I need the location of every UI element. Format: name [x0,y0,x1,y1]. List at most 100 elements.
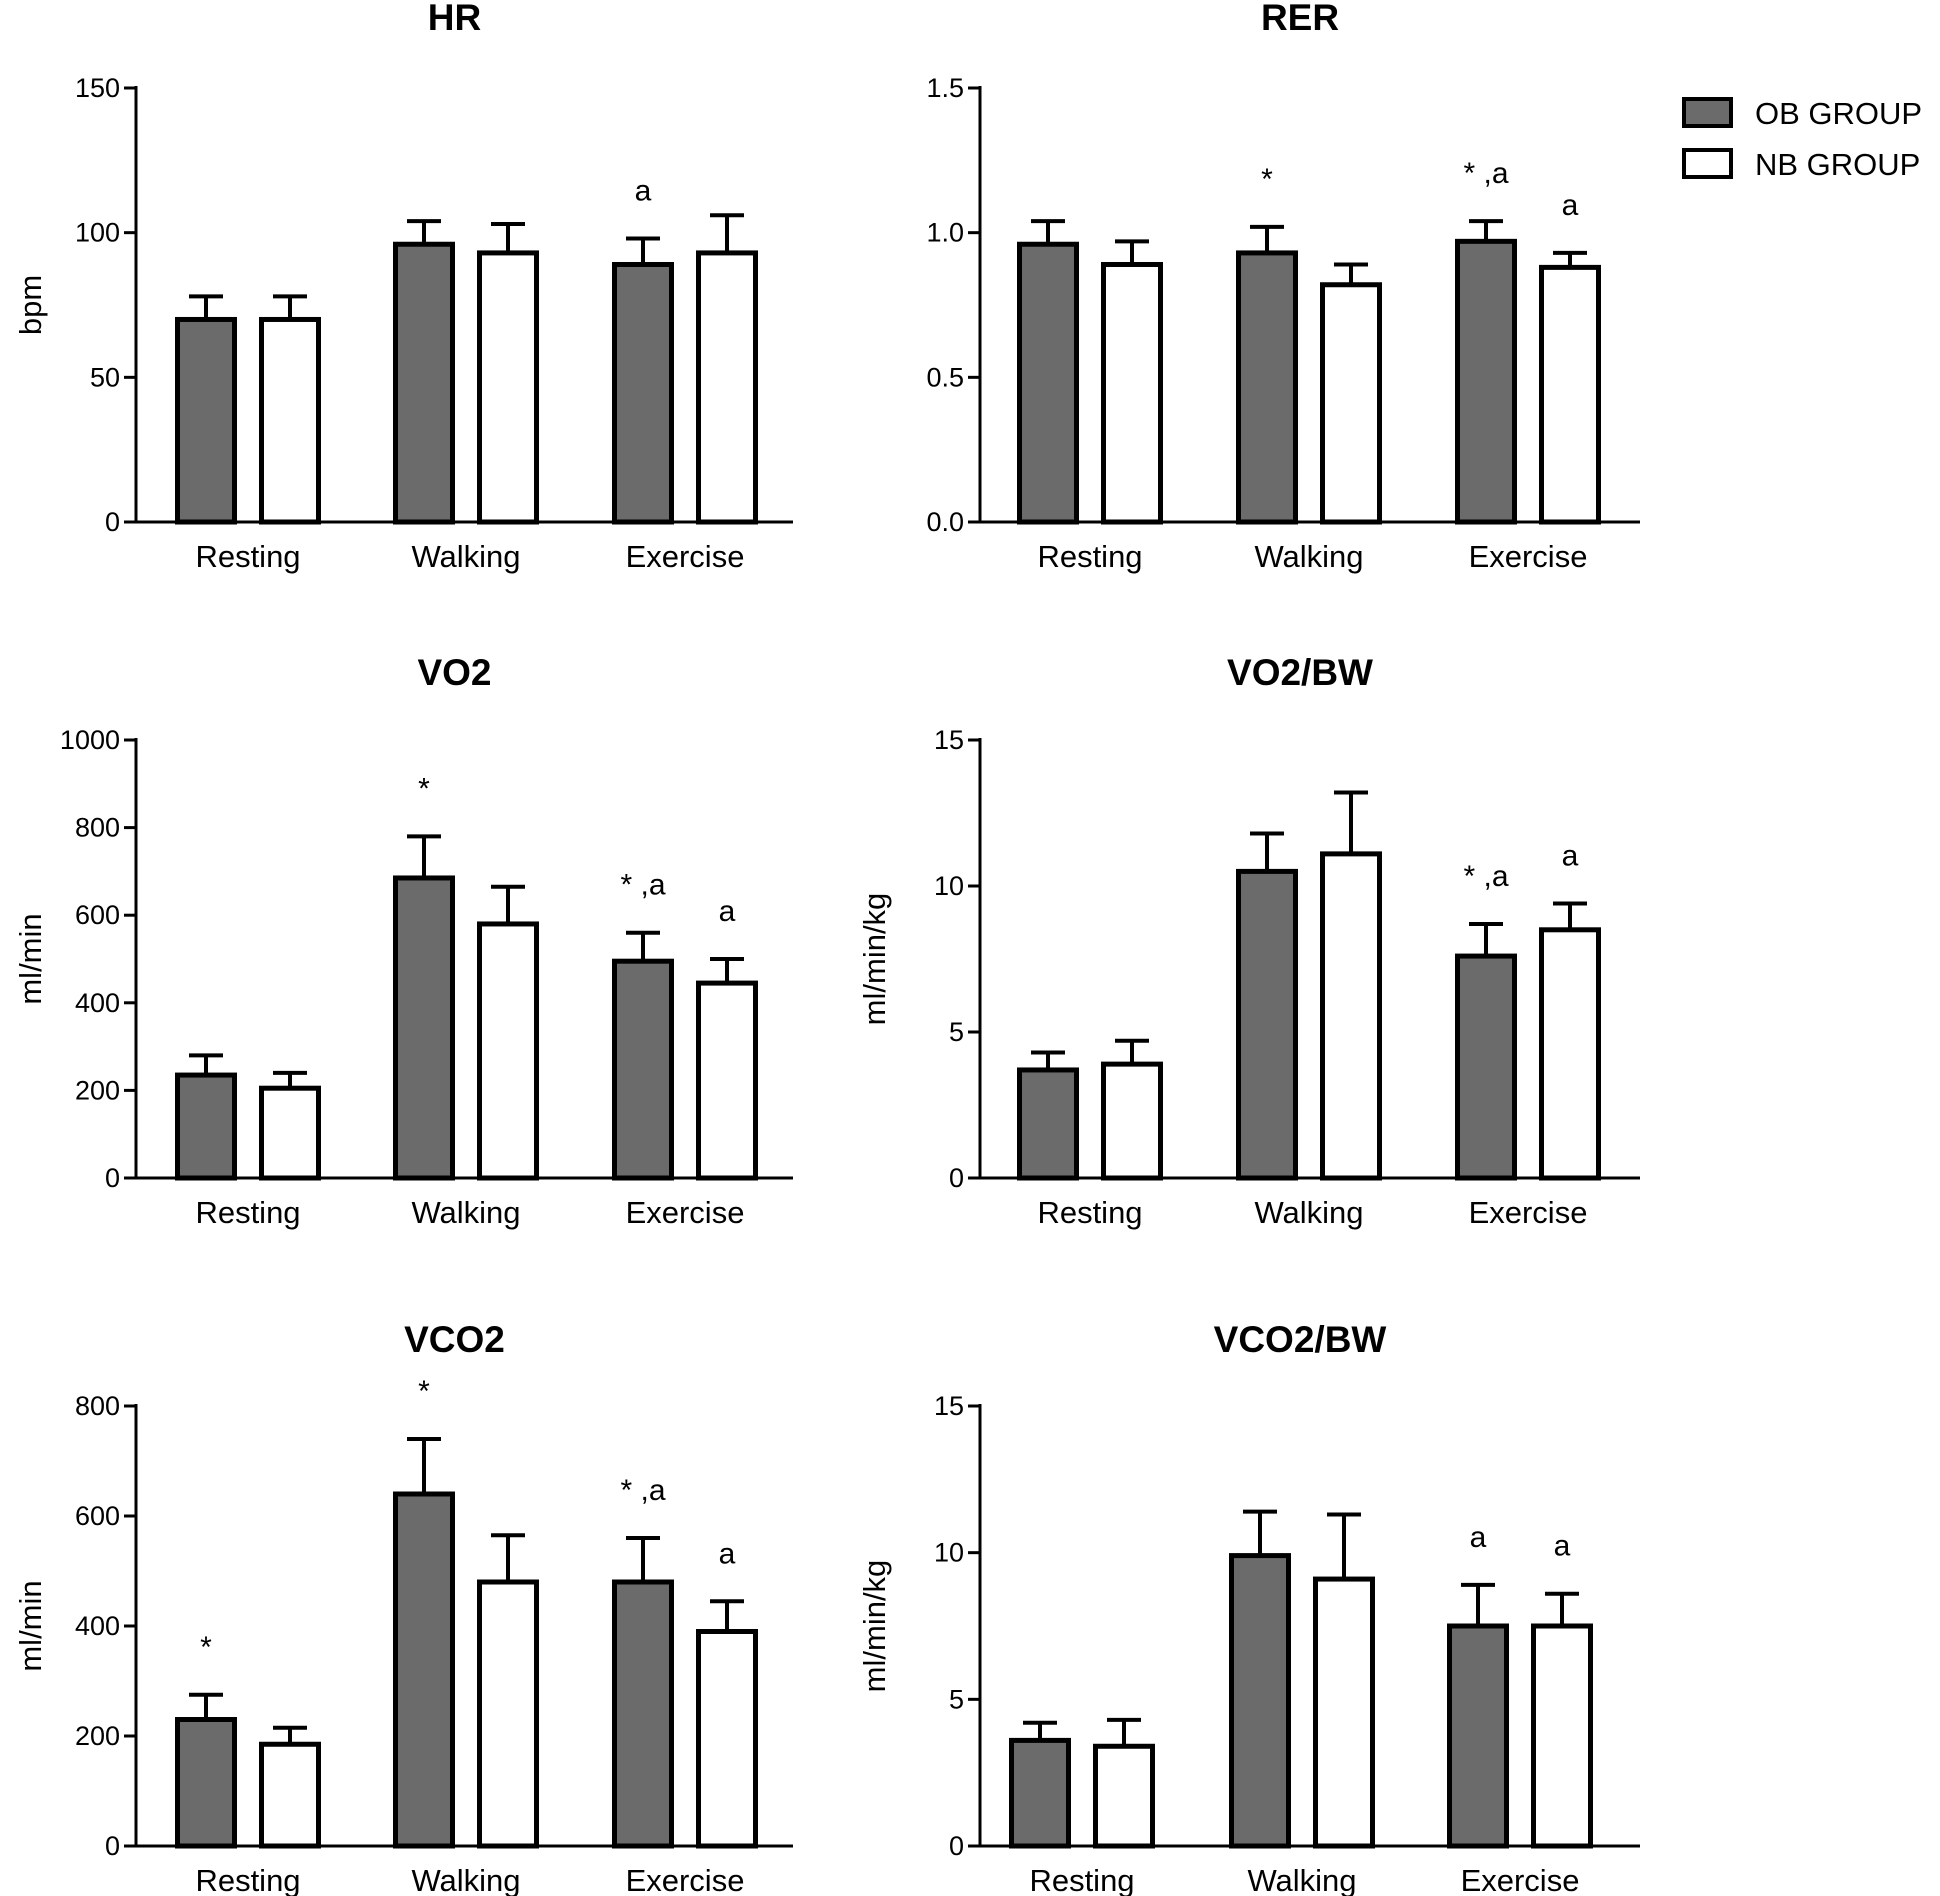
bar [1320,851,1382,1181]
bar [612,958,674,1181]
x-tick-label: Walking [411,1195,520,1230]
chart-title: VO2 [417,652,491,693]
x-tick-label: Exercise [626,1195,745,1230]
bar [1236,868,1298,1181]
chart-title: VCO2 [404,1319,505,1360]
y-tick-label: 50 [90,362,120,392]
x-tick-label: Walking [1247,1863,1356,1896]
y-tick-label: 600 [75,1501,120,1531]
x-tick-label: Walking [411,539,520,574]
x-tick-label: Walking [411,1863,520,1896]
x-tick-label: Resting [195,539,300,574]
legend-swatch-nb [1682,148,1733,179]
bar [259,1741,321,1849]
chart-panel-vco2-bw: VCO2/BW a a 0 5 10 15 Resting Walking Exercise ml/… [857,1319,1640,1896]
chart-panel-rer: RER * * ,a a 0.0 0.5 1.0 1.5 Resting Walking Exerc… [926,0,1640,574]
bar [477,1579,539,1849]
legend-swatch-ob [1682,97,1733,128]
y-tick-label: 5 [949,1017,964,1047]
x-tick-label: Walking [1254,539,1363,574]
chart-title: VCO2/BW [1214,1319,1387,1360]
significance-label: * [1261,163,1273,196]
bar [1236,250,1298,525]
significance-label: * ,a [620,1474,665,1507]
bar [1017,241,1079,525]
significance-label: * [418,772,430,805]
y-tick-label: 0 [949,1163,964,1193]
y-tick-label: 400 [75,1611,120,1641]
bar [1313,1576,1375,1849]
significance-label: a [1562,840,1579,873]
x-tick-label: Exercise [626,539,745,574]
x-tick-label: Exercise [1469,539,1588,574]
y-tick-label: 800 [75,1391,120,1421]
bar [477,921,539,1181]
x-tick-label: Resting [195,1863,300,1896]
significance-label: a [1554,1530,1571,1563]
y-tick-label: 15 [934,1391,964,1421]
y-tick-label: 0 [105,1831,120,1861]
chart-panel-vo2-bw: VO2/BW * ,a a 0 5 10 15 Resting Walking Exercise m… [857,652,1640,1230]
x-tick-label: Exercise [626,1863,745,1896]
y-tick-label: 10 [934,871,964,901]
y-tick-label: 1000 [60,725,120,755]
chart-title: VO2/BW [1227,652,1373,693]
y-tick-label: 100 [75,218,120,248]
bar [393,875,455,1181]
y-tick-label: 0.5 [926,362,964,392]
significance-label: a [1470,1521,1487,1554]
y-axis-label: ml/min/kg [857,1560,892,1693]
y-tick-label: 5 [949,1684,964,1714]
y-tick-label: 0 [105,507,120,537]
chart-panel-vo2: VO2 * * ,a a 0 200 400 600 800 1000 Resting Walking… [13,652,793,1230]
bar [1101,261,1163,525]
bar [696,980,758,1181]
bar [1455,238,1517,525]
x-tick-label: Resting [1029,1863,1134,1896]
y-tick-label: 200 [75,1075,120,1105]
bar [175,316,237,525]
bar [393,1491,455,1849]
y-tick-label: 800 [75,813,120,843]
bar [696,1629,758,1849]
bar [393,241,455,525]
x-tick-label: Resting [1037,539,1142,574]
chart-panel-vco2: VCO2 * * * ,a a 0 200 400 600 800 Resting Walking Ex… [13,1319,793,1896]
y-tick-label: 15 [934,725,964,755]
legend: OB GROUP NB GROUP [1682,96,1922,182]
bar [1320,282,1382,525]
y-tick-label: 1.5 [926,73,964,103]
y-axis-label: ml/min/kg [857,893,892,1026]
chart-title: RER [1261,0,1339,38]
y-tick-label: 600 [75,900,120,930]
x-tick-label: Resting [1037,1195,1142,1230]
significance-label: * ,a [1463,860,1508,893]
y-axis-label: ml/min [13,1580,48,1671]
significance-label: * ,a [1463,157,1508,190]
bar [1101,1061,1163,1181]
x-tick-label: Exercise [1469,1195,1588,1230]
significance-label: a [719,895,736,928]
bar [175,1717,237,1849]
bar [1447,1623,1509,1849]
bar [1531,1623,1593,1849]
y-axis-label: ml/min [13,913,48,1004]
bar [175,1072,237,1181]
chart-panel-hr: HR a 0 50 100 150 Resting Walking Exercise bpm [13,0,793,574]
bar [1017,1067,1079,1181]
significance-label: a [1562,189,1579,222]
bar [1093,1743,1155,1849]
x-tick-label: Walking [1254,1195,1363,1230]
y-tick-label: 150 [75,73,120,103]
bar [1009,1737,1071,1849]
x-tick-label: Resting [195,1195,300,1230]
significance-label: * [418,1375,430,1408]
bar [1539,927,1601,1181]
bar [1229,1553,1291,1849]
bar [1539,264,1601,525]
bar [477,250,539,525]
y-axis-label: bpm [13,275,48,335]
significance-label: * [200,1631,212,1664]
